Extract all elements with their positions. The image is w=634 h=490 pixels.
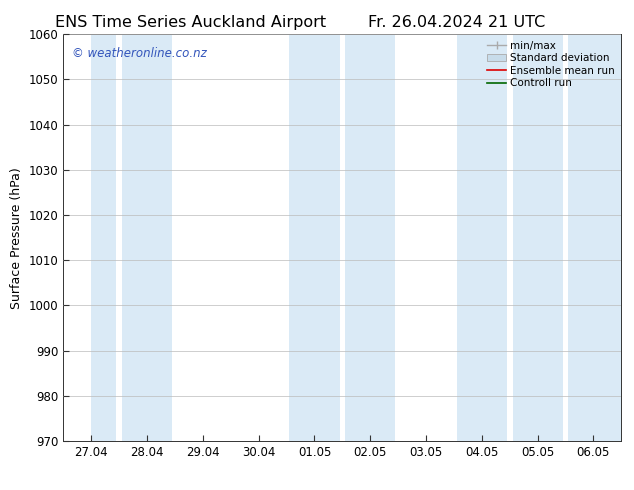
Text: ENS Time Series Auckland Airport: ENS Time Series Auckland Airport	[55, 15, 326, 30]
Bar	[456, 34, 507, 441]
Text: Fr. 26.04.2024 21 UTC: Fr. 26.04.2024 21 UTC	[368, 15, 545, 30]
Legend: min/max, Standard deviation, Ensemble mean run, Controll run: min/max, Standard deviation, Ensemble me…	[483, 36, 619, 93]
Bar	[568, 34, 621, 441]
Bar	[289, 34, 340, 441]
Y-axis label: Surface Pressure (hPa): Surface Pressure (hPa)	[10, 167, 23, 309]
Text: © weatheronline.co.nz: © weatheronline.co.nz	[72, 47, 207, 59]
Bar	[512, 34, 563, 441]
Bar	[345, 34, 396, 441]
Bar	[91, 34, 117, 441]
Bar	[122, 34, 172, 441]
